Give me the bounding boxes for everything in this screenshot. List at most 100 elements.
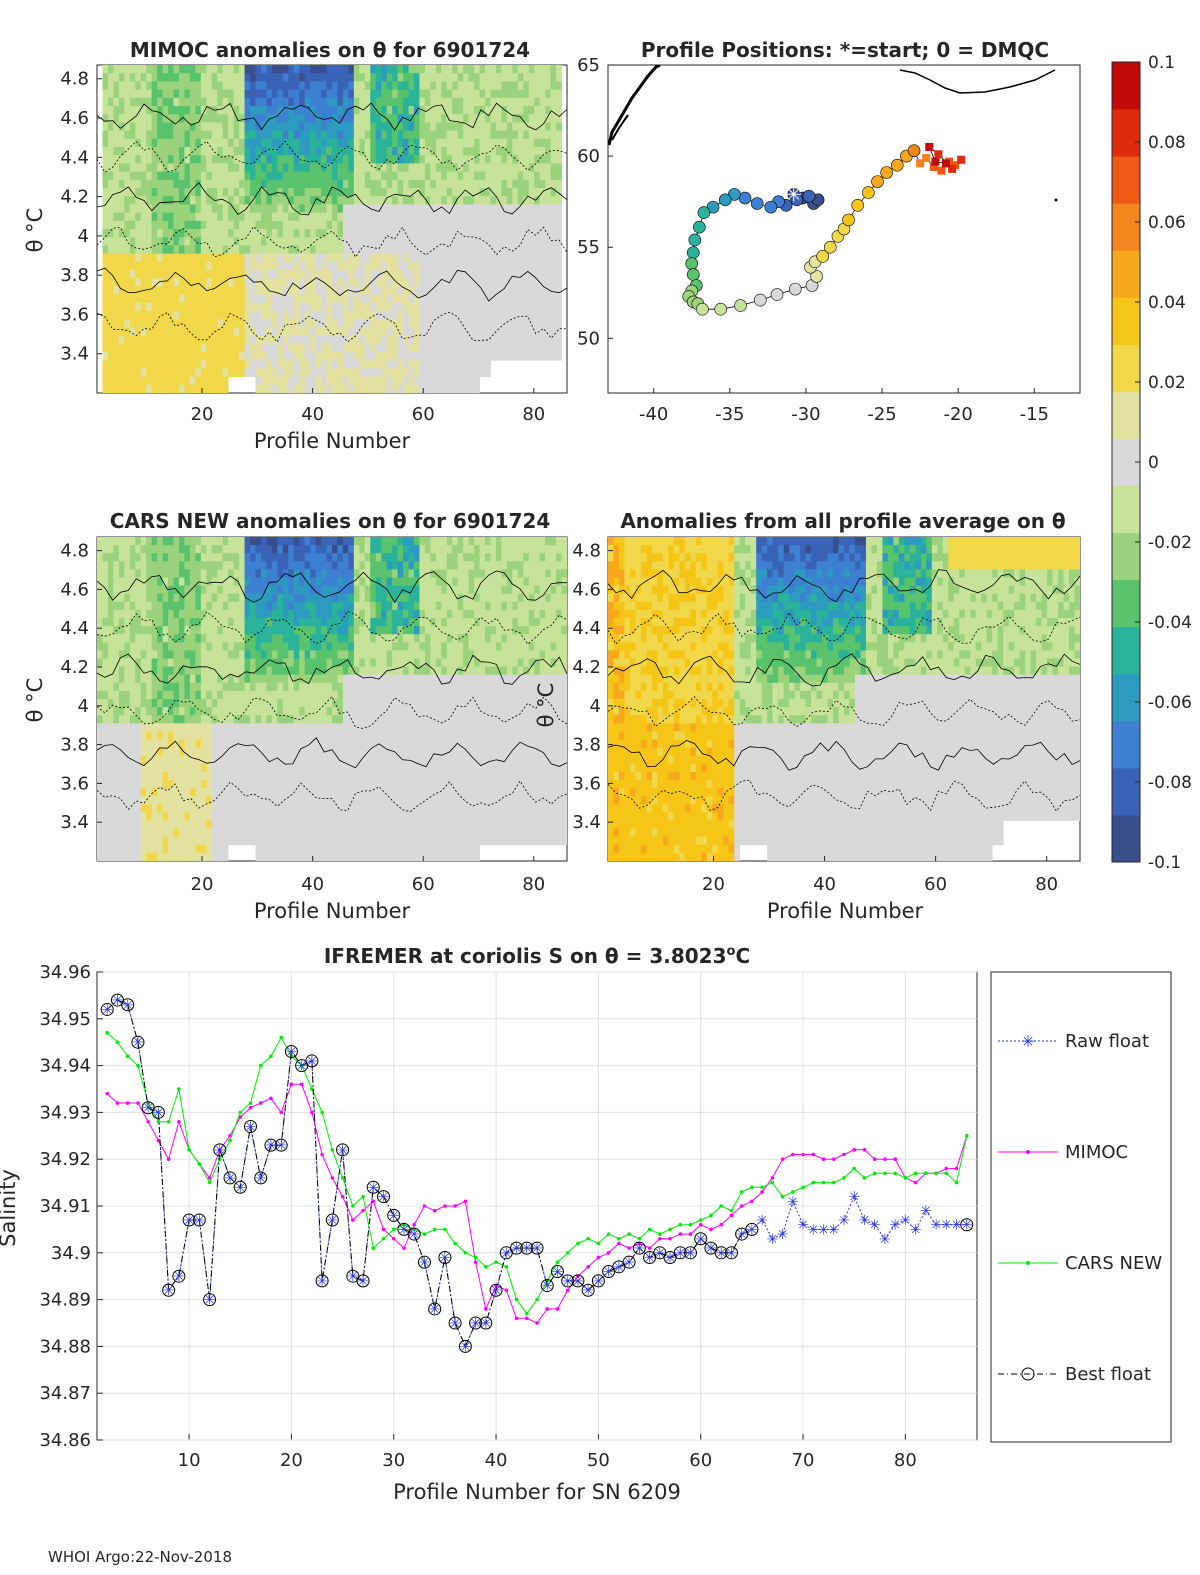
heatmap-cell bbox=[179, 106, 185, 115]
heatmap-cell bbox=[409, 90, 415, 99]
heatmap-cell bbox=[480, 73, 486, 82]
heatmap-cell bbox=[310, 221, 316, 230]
heatmap-cell bbox=[201, 569, 207, 578]
heatmap-cell bbox=[441, 360, 447, 369]
heatmap-cell bbox=[239, 667, 245, 676]
heatmap-cell bbox=[119, 675, 125, 684]
heatmap-cell bbox=[294, 618, 300, 627]
heatmap-cell bbox=[480, 196, 486, 205]
heatmap-cell bbox=[108, 327, 114, 336]
heatmap-cell bbox=[299, 602, 305, 611]
heatmap-cell bbox=[321, 229, 327, 238]
heatmap-cell bbox=[102, 196, 108, 205]
heatmap-cell bbox=[403, 344, 409, 353]
heatmap-cell bbox=[146, 65, 152, 74]
heatmap-cell bbox=[425, 352, 431, 361]
heatmap-cell bbox=[141, 812, 147, 821]
heatmap-cell bbox=[496, 229, 502, 238]
heatmap-cell bbox=[212, 98, 218, 107]
heatmap-cell bbox=[168, 188, 174, 197]
heatmap-cell bbox=[414, 311, 420, 320]
heatmap-cell bbox=[474, 254, 480, 263]
heatmap-cell bbox=[223, 344, 229, 353]
heatmap-cell bbox=[124, 65, 130, 74]
heatmap-cell bbox=[496, 237, 502, 246]
heatmap-cell bbox=[190, 772, 196, 781]
heatmap-cell bbox=[174, 748, 180, 757]
heatmap-cell bbox=[195, 659, 201, 668]
heatmap-cell bbox=[255, 578, 261, 587]
heatmap-cell bbox=[387, 163, 393, 172]
heatmap-cell bbox=[212, 295, 218, 304]
heatmap-cell bbox=[288, 114, 294, 123]
heatmap-cell bbox=[250, 764, 256, 773]
heatmap-cell bbox=[163, 65, 169, 74]
heatmap-cell bbox=[359, 180, 365, 189]
heatmap-cell bbox=[108, 578, 114, 587]
heatmap-cell bbox=[277, 675, 283, 684]
heatmap-cell bbox=[223, 147, 229, 156]
heatmap-cell bbox=[239, 188, 245, 197]
heatmap-cell bbox=[228, 723, 234, 732]
heatmap-cell bbox=[556, 65, 562, 74]
heatmap-cell bbox=[490, 352, 496, 361]
heatmap-cell bbox=[480, 262, 486, 271]
heatmap-cell bbox=[245, 586, 251, 595]
heatmap-cell bbox=[239, 213, 245, 222]
heatmap-cell bbox=[146, 352, 152, 361]
heatmap-cell bbox=[195, 270, 201, 279]
heatmap-cell bbox=[321, 196, 327, 205]
heatmap-cell bbox=[179, 821, 185, 830]
heatmap-cell bbox=[305, 756, 311, 765]
heatmap-cell bbox=[113, 853, 119, 862]
heatmap-cell bbox=[305, 845, 311, 854]
heatmap-cell bbox=[469, 270, 475, 279]
heatmap-cell bbox=[332, 221, 338, 230]
heatmap-cell bbox=[119, 853, 125, 862]
heatmap-cell bbox=[179, 147, 185, 156]
heatmap-cell bbox=[490, 172, 496, 181]
heatmap-cell bbox=[288, 172, 294, 181]
heatmap-cell bbox=[332, 377, 338, 386]
heatmap-cell bbox=[190, 221, 196, 230]
heatmap-cell bbox=[245, 254, 251, 263]
heatmap-cell bbox=[239, 270, 245, 279]
heatmap-cell bbox=[283, 675, 289, 684]
heatmap-cell bbox=[184, 360, 190, 369]
heatmap-cell bbox=[228, 81, 234, 90]
heatmap-cell bbox=[228, 772, 234, 781]
heatmap-cell bbox=[551, 163, 557, 172]
heatmap-cell bbox=[266, 699, 272, 708]
heatmap-cell bbox=[190, 642, 196, 651]
heatmap-cell bbox=[152, 155, 158, 164]
heatmap-cell bbox=[190, 650, 196, 659]
heatmap-cell bbox=[458, 213, 464, 222]
heatmap-cell bbox=[250, 65, 256, 74]
heatmap-cell bbox=[534, 245, 540, 254]
heatmap-cell bbox=[212, 65, 218, 74]
heatmap-cell bbox=[174, 788, 180, 797]
heatmap-cell bbox=[540, 155, 546, 164]
heatmap-cell bbox=[425, 336, 431, 345]
heatmap-cell bbox=[157, 788, 163, 797]
heatmap-cell bbox=[321, 740, 327, 749]
heatmap-cell bbox=[305, 319, 311, 328]
heatmap-cell bbox=[168, 845, 174, 854]
heatmap-cell bbox=[223, 360, 229, 369]
heatmap-cell bbox=[266, 667, 272, 676]
heatmap-cell bbox=[436, 319, 442, 328]
heatmap-cell bbox=[135, 586, 141, 595]
heatmap-cell bbox=[135, 278, 141, 287]
heatmap-cell bbox=[195, 594, 201, 603]
heatmap-cell bbox=[299, 237, 305, 246]
heatmap-cell bbox=[490, 114, 496, 123]
heatmap-cell bbox=[283, 804, 289, 813]
heatmap-cell bbox=[523, 81, 529, 90]
heatmap-cell bbox=[97, 845, 103, 854]
heatmap-cell bbox=[157, 163, 163, 172]
heatmap-cell bbox=[206, 204, 212, 213]
heatmap-cell bbox=[108, 90, 114, 99]
heatmap-cell bbox=[179, 254, 185, 263]
heatmap-cell bbox=[157, 245, 163, 254]
heatmap-cell bbox=[392, 98, 398, 107]
